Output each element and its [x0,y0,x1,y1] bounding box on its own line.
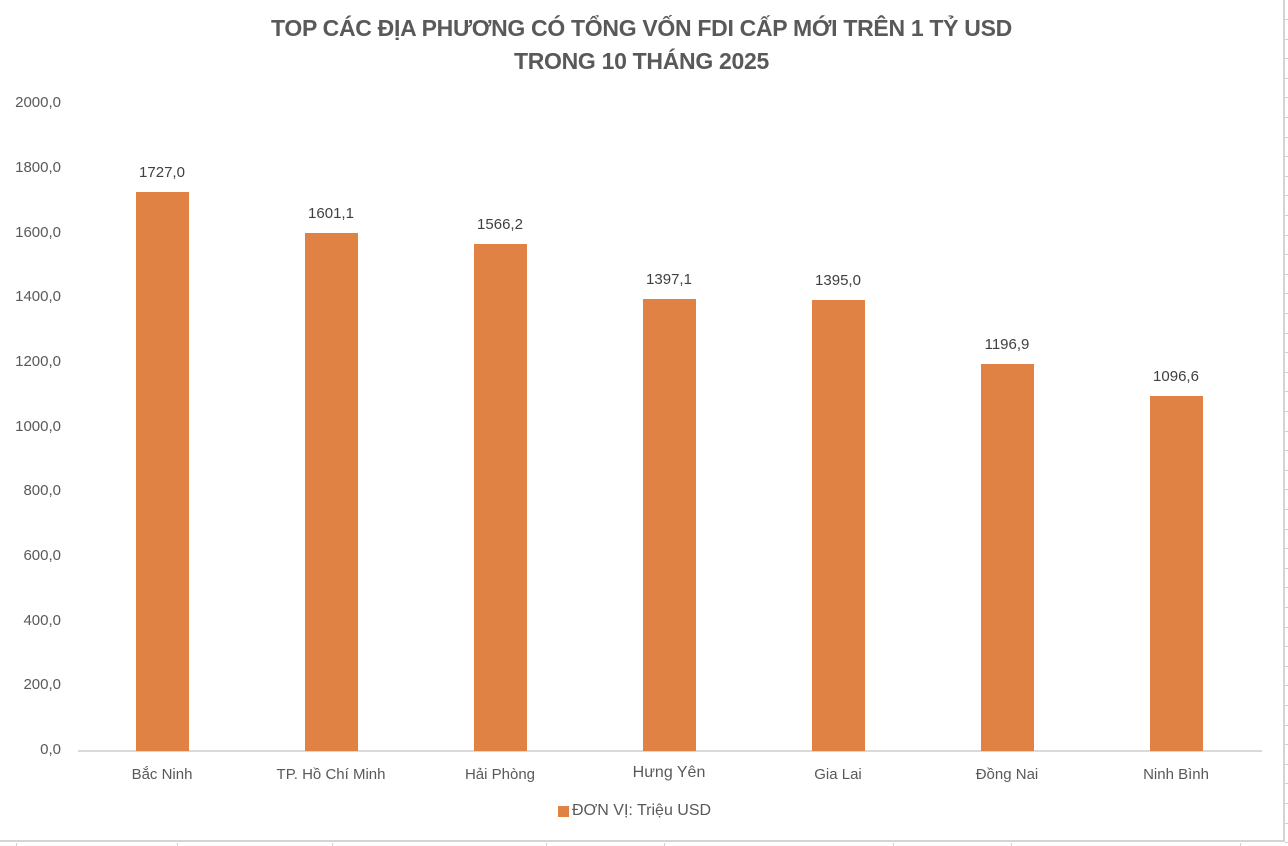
grid-tick [1285,823,1288,824]
grid-tick [1285,431,1288,432]
grid-tick [1285,78,1288,79]
grid-tick [177,843,178,846]
y-tick-label: 1800,0 [15,159,61,176]
grid-tick [1285,646,1288,647]
grid-tick [664,843,665,846]
y-tick-label: 600,0 [23,547,61,564]
chart-title: TOP CÁC ĐỊA PHƯƠNG CÓ TỔNG VỐN FDI CẤP M… [0,12,1283,78]
x-tick-label: Hưng Yên [632,764,706,781]
grid-tick [1011,843,1012,846]
x-tick-label: Đồng Nai [975,766,1039,783]
grid-tick [1285,470,1288,471]
bar-ninh-binh [1150,396,1203,751]
grid-tick [546,843,547,846]
bar-tp-ho-chi-minh [305,233,358,751]
grid-tick [893,843,894,846]
data-label: 1397,1 [646,271,692,289]
grid-tick [1285,117,1288,118]
y-tick-label: 2000,0 [15,94,61,111]
bar-hung-yen [643,299,696,751]
y-tick-label: 1000,0 [15,418,61,435]
legend-label: ĐƠN VỊ: Triệu USD [572,802,712,819]
y-tick-label: 1600,0 [15,224,61,241]
grid-tick [1285,215,1288,216]
bar-gia-lai [812,299,865,751]
grid-tick [1285,58,1288,59]
grid-tick [1285,450,1288,451]
data-label: 1395,0 [815,271,861,289]
grid-tick [16,843,17,846]
x-axis-line [78,750,1262,752]
grid-tick [1285,529,1288,530]
grid-tick [332,843,333,846]
grid-tick [1285,764,1288,765]
x-tick-label: Gia Lai [814,766,862,783]
grid-tick [1285,19,1288,20]
grid-tick [1285,333,1288,334]
y-tick-label: 1400,0 [15,288,61,305]
grid-tick [1285,254,1288,255]
data-label: 1601,1 [308,205,354,223]
grid-tick [1285,725,1288,726]
grid-tick [1285,842,1288,843]
grid-tick [1285,548,1288,549]
grid-tick [1285,705,1288,706]
grid-tick [1285,352,1288,353]
grid-tick [1285,313,1288,314]
grid-tick [1285,195,1288,196]
grid-tick [1285,176,1288,177]
legend-swatch-icon [558,805,569,817]
data-label: 1196,9 [984,335,1030,353]
data-label: 1727,0 [139,164,185,182]
grid-tick [1285,744,1288,745]
bar-dong-nai [981,363,1034,751]
grid-tick [1285,607,1288,608]
grid-tick [1285,391,1288,392]
grid-tick [1285,587,1288,588]
grid-tick [1285,293,1288,294]
grid-tick [1285,235,1288,236]
grid-tick [1285,489,1288,490]
grid-tick [1285,803,1288,804]
bar-hai-phong [474,244,527,751]
bar-bac-ninh [136,192,189,751]
x-tick-label: TP. Hồ Chí Minh [276,766,386,783]
grid-tick [1285,411,1288,412]
grid-tick [1285,783,1288,784]
legend: ĐƠN VỊ: Triệu USD [558,802,711,820]
grid-tick [1240,843,1241,846]
y-tick-label: 800,0 [23,482,61,499]
y-tick-label: 0,0 [40,741,61,758]
spreadsheet-grid-edge-bottom [0,843,1288,846]
chart-title-line-1: TOP CÁC ĐỊA PHƯƠNG CÓ TỔNG VỐN FDI CẤP M… [271,15,1012,41]
grid-tick [1285,509,1288,510]
x-tick-label: Hải Phòng [464,766,536,783]
y-tick-label: 200,0 [23,676,61,693]
grid-tick [1285,274,1288,275]
y-tick-label: 1200,0 [15,353,61,370]
grid-tick [1285,137,1288,138]
x-tick-label: Bắc Ninh [131,766,193,783]
x-tick-label: Ninh Bình [1143,766,1209,783]
data-label: 1566,2 [477,216,523,234]
grid-tick [1285,666,1288,667]
grid-tick [1285,568,1288,569]
grid-tick [1285,97,1288,98]
grid-tick [1285,39,1288,40]
grid-tick [1285,685,1288,686]
spreadsheet-grid-edge [1285,0,1288,846]
grid-tick [1285,372,1288,373]
data-label: 1096,6 [1153,368,1199,386]
grid-tick [1285,627,1288,628]
grid-tick [1285,156,1288,157]
y-tick-label: 400,0 [23,612,61,629]
chart-title-line-2: TRONG 10 THÁNG 2025 [513,48,770,74]
